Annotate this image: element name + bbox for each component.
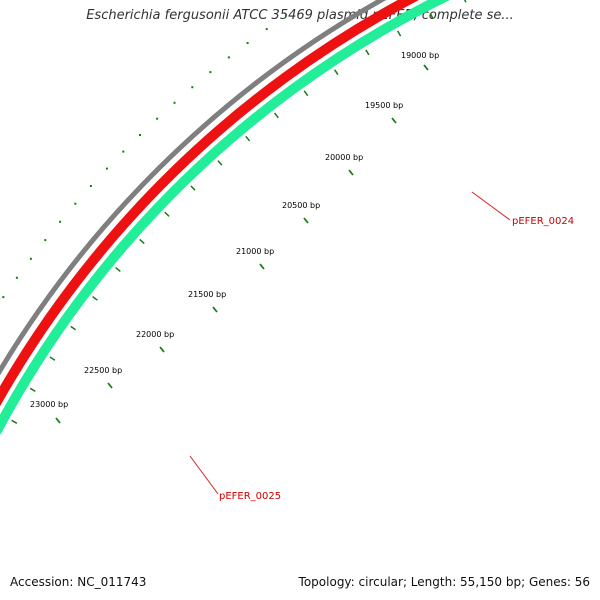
minor-tick-dots bbox=[2, 14, 287, 299]
minor-tick-dot bbox=[44, 239, 47, 242]
major-tick bbox=[92, 296, 98, 301]
tick-mark-19500 bbox=[391, 117, 397, 124]
major-tick bbox=[217, 160, 223, 166]
major-tick bbox=[397, 30, 402, 37]
major-tick bbox=[115, 267, 121, 272]
tick-mark-22500 bbox=[107, 382, 113, 389]
tick-mark-21000 bbox=[259, 263, 265, 270]
minor-tick-dot bbox=[285, 14, 287, 17]
minor-tick-dot bbox=[15, 276, 18, 279]
callout-line-pEFER_0025 bbox=[189, 455, 219, 495]
minor-tick-dot bbox=[246, 42, 249, 44]
major-tick bbox=[245, 135, 251, 142]
minor-tick-dot bbox=[74, 202, 77, 205]
major-tick bbox=[429, 12, 434, 19]
backbone-arc bbox=[0, 0, 387, 376]
major-tick bbox=[49, 356, 56, 361]
tick-label-20500: 20500 bp bbox=[282, 201, 320, 210]
minor-tick-dot bbox=[89, 185, 92, 187]
major-tick bbox=[464, 0, 467, 3]
topology-info-text: Topology: circular; Length: 55,150 bp; G… bbox=[298, 575, 590, 589]
gene-label-pEFER_0025[interactable]: pEFER_0025 bbox=[219, 491, 281, 502]
gene-forward-arc-lower[interactable] bbox=[0, 0, 600, 426]
tick-mark-21500 bbox=[212, 306, 218, 313]
tick-label-22500: 22500 bp bbox=[84, 366, 122, 375]
major-tick bbox=[164, 211, 170, 217]
tick-label-21500: 21500 bp bbox=[188, 290, 226, 299]
major-tick bbox=[333, 69, 339, 76]
major-tick bbox=[190, 185, 196, 191]
minor-tick-dot bbox=[173, 101, 176, 104]
tick-mark-23000 bbox=[55, 417, 61, 424]
minor-tick-dot bbox=[209, 71, 212, 74]
tick-label-23000: 23000 bp bbox=[30, 400, 68, 409]
gene-label-pEFER_0024[interactable]: pEFER_0024 bbox=[512, 216, 574, 227]
minor-tick-dot bbox=[227, 56, 230, 59]
gene-pEFER_0025-arc[interactable] bbox=[0, 0, 600, 435]
minor-tick-dot bbox=[122, 150, 125, 153]
minor-tick-dot bbox=[105, 167, 108, 170]
tick-label-19000: 19000 bp bbox=[401, 51, 439, 60]
minor-tick-dot bbox=[139, 134, 141, 136]
tick-mark-19000 bbox=[423, 64, 429, 71]
tick-label-19500: 19500 bp bbox=[365, 101, 403, 110]
tick-label-20000: 20000 bp bbox=[325, 153, 363, 162]
accession-text: Accession: NC_011743 bbox=[10, 575, 147, 589]
tick-label-22000: 22000 bp bbox=[136, 330, 174, 339]
tick-mark-20000 bbox=[348, 169, 354, 176]
minor-tick-dot bbox=[265, 28, 268, 31]
major-tick bbox=[70, 325, 77, 331]
major-tick-marks bbox=[11, 0, 467, 424]
major-tick bbox=[11, 419, 18, 424]
minor-tick-dot bbox=[156, 117, 159, 120]
major-tick bbox=[365, 49, 370, 56]
major-tick bbox=[303, 90, 309, 97]
major-tick bbox=[29, 387, 36, 393]
tick-mark-20500 bbox=[303, 217, 309, 224]
callout-line-pEFER_0024 bbox=[471, 191, 511, 221]
tick-mark-22000 bbox=[159, 346, 165, 353]
major-tick bbox=[274, 112, 279, 119]
tick-label-21000: 21000 bp bbox=[236, 247, 274, 256]
minor-tick-dot bbox=[29, 257, 32, 260]
major-tick bbox=[139, 238, 145, 244]
minor-tick-dot bbox=[2, 296, 5, 299]
minor-tick-dot bbox=[191, 86, 194, 89]
minor-tick-dot bbox=[59, 220, 62, 223]
ruler-tick-labels: 19000 bp 19500 bp 20000 bp 20500 bp 21000 bp… bbox=[30, 51, 439, 424]
